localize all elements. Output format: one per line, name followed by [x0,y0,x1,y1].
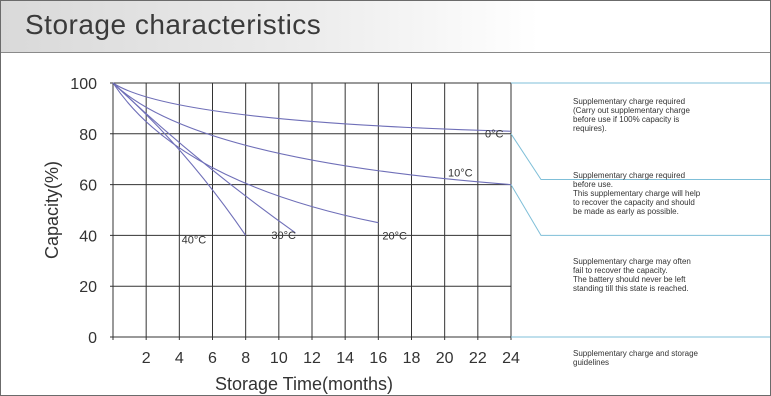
series-line [112,82,296,234]
connector-line [510,133,770,181]
series-line [112,82,379,224]
x-tick-label: 4 [175,350,184,367]
annotation-note-1: Supplementary charge required (Carry out… [573,97,690,133]
series-label: 20°C [382,231,407,243]
y-axis-title: Capacity(%) [42,161,62,259]
x-tick-label: 16 [369,350,387,367]
series-label: 0°C [485,128,504,140]
series-label: 40°C [182,234,207,246]
annotation-note-2: Supplementary charge required before use… [573,171,701,216]
series-label: 30°C [271,230,296,242]
page-title: Storage characteristics [25,9,322,40]
y-tick-label: 100 [70,76,97,93]
x-tick-label: 8 [241,350,250,367]
series-label: 10°C [448,168,473,180]
series-line [112,82,512,186]
x-tick-label: 6 [208,350,217,367]
x-tick-label: 24 [502,350,520,367]
y-tick-label: 20 [79,279,97,296]
x-tick-label: 12 [303,350,321,367]
connector-line [510,184,770,236]
series-line [112,82,247,236]
x-tick-label: 22 [469,350,487,367]
x-axis-title: Storage Time(months) [215,374,393,394]
header-divider [1,52,770,53]
x-tick-label: 2 [142,350,151,367]
annotation-note-3: Supplementary charge may often fail to r… [573,257,691,293]
header-bar: Storage characteristics [1,1,770,53]
y-tick-label: 0 [88,330,97,347]
series-line [112,82,512,132]
x-tick-label: 18 [403,350,421,367]
annotation-note-4: Supplementary charge and storage guideli… [573,349,698,367]
x-tick-label: 14 [336,350,354,367]
x-tick-label: 10 [270,350,288,367]
x-tick-label: 20 [436,350,454,367]
y-tick-label: 40 [79,228,97,245]
y-tick-label: 60 [79,178,97,195]
y-tick-label: 80 [79,127,97,144]
